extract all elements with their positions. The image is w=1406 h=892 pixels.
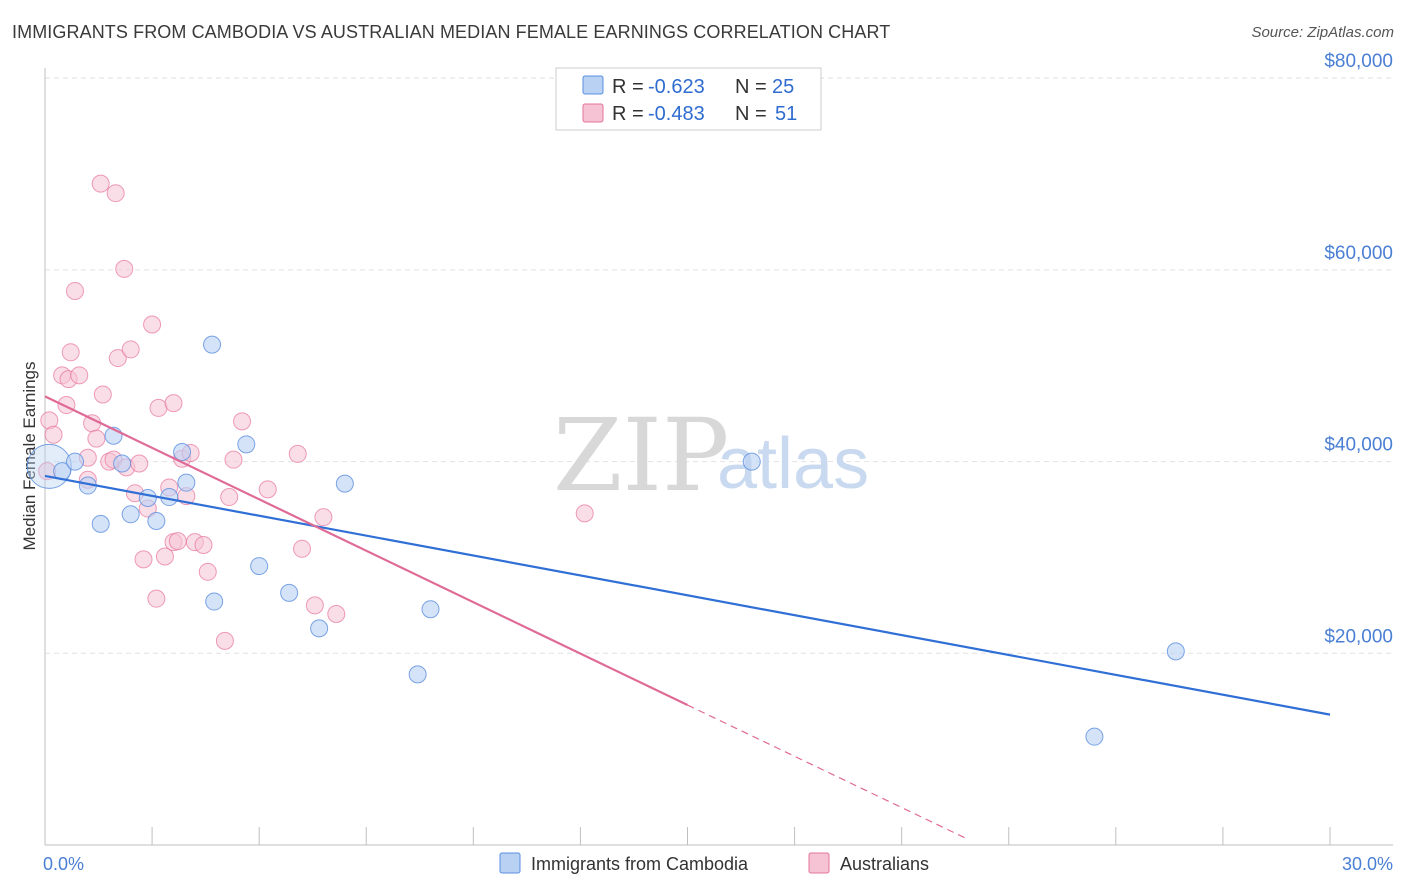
australians-point-26 [143,315,162,334]
chart-title: IMMIGRANTS FROM CAMBODIA VS AUSTRALIAN M… [12,22,891,42]
australians-point-41 [220,488,239,507]
australians-point-27 [147,589,166,608]
cambodia-point-17 [280,583,299,602]
legend-n-value-2: 51 [775,103,797,125]
legend-box: R = -0.623 N = 25 R = -0.483 N = 51 [555,67,822,131]
australians-point-13 [91,174,110,193]
y-tick-label-3: $80,000 [1324,51,1393,72]
cambodia-point-9 [147,512,166,531]
x-axis-tick-labels: 0.0% 30.0% [43,854,1393,874]
australians-trend-line [44,395,688,707]
gridlines [45,77,1393,654]
cambodia-point-22 [742,452,761,471]
cambodia-point-21 [421,600,440,619]
australians-point-38 [194,535,213,554]
legend-swatch-cambodia [582,75,604,95]
australians-point-33 [168,532,187,551]
legend-n-value-1: 25 [772,76,794,98]
cambodia-point-14 [205,592,224,611]
bottom-legend-cambodia: Immigrants from Cambodia [531,854,749,874]
trend-lines [44,395,1331,839]
cambodia-point-8 [138,489,157,508]
australians-point-31 [164,394,183,413]
australians-point-49 [327,604,346,623]
cambodia-point-18 [310,619,329,638]
australians-point-45 [288,444,307,463]
cambodia-trend-line [44,474,1331,716]
australians-points [38,174,594,650]
y-axis-tick-labels: $20,000 $40,000 $60,000 $80,000 [1324,51,1393,647]
cambodia-point-23 [1085,727,1104,746]
bottom-legend-swatch-cambodia [499,852,521,874]
legend-r-label-1: R = [612,76,644,98]
legend-r-label-2: R = [612,103,644,125]
chart-source: Source: ZipAtlas.com [1251,24,1394,41]
cambodia-point-20 [408,665,427,684]
x-axis-ticks [44,827,1331,845]
australians-point-19 [115,259,134,278]
cambodia-point-11 [173,443,192,461]
bottom-legend-swatch-australians [808,852,830,874]
bottom-legend-australians: Australians [840,854,929,874]
bottom-legend: Immigrants from Cambodia Australians [499,852,929,874]
australians-point-18 [108,349,127,368]
australians-point-46 [293,539,311,558]
australians-point-50 [575,504,594,523]
cambodia-points [26,335,1185,746]
cambodia-point-7 [121,505,140,524]
australians-point-29 [155,547,174,566]
australians-point-21 [121,340,140,359]
legend-r-value-1: -0.623 [648,76,705,98]
cambodia-point-4 [91,514,110,533]
australians-trend-extrapolation [687,704,967,839]
australians-point-14 [93,385,112,404]
australians-point-17 [106,184,125,203]
watermark-atlas: atlas [717,424,869,504]
australians-point-28 [149,398,168,417]
australians-point-24 [134,550,153,569]
cambodia-point-24 [1166,642,1185,661]
legend-r-value-2: -0.483 [648,103,705,125]
x-tick-label-0: 0.0% [43,854,84,874]
australians-point-12 [87,429,106,448]
cambodia-point-19 [335,474,354,493]
australians-point-39 [198,562,217,581]
australians-point-44 [258,480,277,499]
y-tick-label-2: $60,000 [1324,243,1393,264]
legend-n-label-1: N = [735,76,767,98]
y-tick-label-0: $20,000 [1324,626,1393,647]
cambodia-point-15 [237,435,256,454]
australians-point-23 [130,454,149,473]
cambodia-point-12 [177,473,196,492]
australians-point-47 [305,596,324,615]
x-tick-label-1: 30.0% [1342,854,1393,874]
cambodia-point-16 [250,557,269,576]
australians-point-8 [70,366,89,385]
axes [44,68,1393,846]
y-tick-label-1: $40,000 [1324,435,1393,456]
australians-point-48 [314,508,333,527]
cambodia-point-2 [65,452,84,471]
legend-n-label-2: N = [735,103,767,125]
australians-point-42 [224,450,243,469]
australians-point-6 [61,343,80,362]
legend-swatch-australians [582,103,604,123]
watermark: ZIP atlas [553,397,869,514]
australians-point-2 [44,425,63,444]
cambodia-point-6 [113,454,132,473]
australians-point-43 [233,412,252,431]
australians-point-40 [215,631,234,650]
cambodia-point-13 [203,335,222,354]
australians-point-7 [65,281,84,300]
watermark-zip: ZIP [553,397,729,514]
